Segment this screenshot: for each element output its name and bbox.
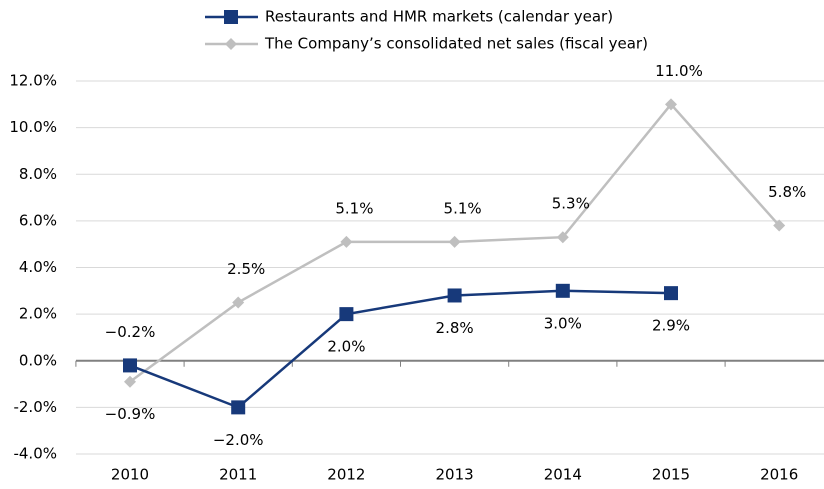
data-label: 2.5% — [227, 260, 265, 278]
x-tick-label: 2013 — [436, 466, 474, 484]
point — [664, 286, 678, 301]
data-label: 2.8% — [436, 319, 474, 337]
point — [665, 98, 677, 111]
point — [340, 235, 353, 248]
y-tick-label: 4.0% — [19, 258, 57, 276]
x-tick-label: 2010 — [111, 466, 149, 484]
y-tick-label: 8.0% — [19, 165, 57, 183]
data-label: −0.9% — [105, 405, 156, 423]
point — [123, 358, 137, 373]
legend-label: The Company’s consolidated net sales (fi… — [264, 35, 648, 53]
point — [339, 307, 354, 322]
point — [555, 283, 570, 298]
point — [232, 296, 245, 309]
y-tick-label: 0.0% — [19, 351, 57, 369]
x-tick-label: 2015 — [652, 466, 690, 484]
y-tick-label: 10.0% — [9, 118, 57, 136]
x-tick-label: 2011 — [219, 466, 257, 484]
x-tick-label: 2012 — [327, 466, 365, 484]
data-label: −0.2% — [105, 323, 156, 341]
point — [447, 288, 462, 303]
data-label: 5.3% — [552, 195, 590, 213]
y-tick-label: -4.0% — [13, 445, 57, 463]
series-line — [129, 289, 672, 409]
legend-label: Restaurants and HMR markets (calendar ye… — [265, 8, 613, 26]
data-label: 3.0% — [544, 314, 582, 332]
y-tick-label: 2.0% — [19, 305, 57, 323]
data-label: 2.0% — [327, 338, 365, 356]
x-tick-label: 2014 — [544, 466, 582, 484]
x-tick-label: 2016 — [760, 466, 798, 484]
y-tick-label: -2.0% — [13, 398, 57, 416]
legend-marker — [225, 38, 237, 50]
point — [773, 219, 786, 232]
legend-marker — [224, 10, 238, 24]
point — [124, 375, 136, 388]
data-label: 5.8% — [768, 183, 806, 201]
data-label: 2.9% — [652, 317, 690, 335]
data-label: −2.0% — [213, 431, 264, 449]
y-tick-label: 6.0% — [19, 211, 57, 229]
data-label: 5.1% — [335, 199, 373, 217]
data-label: 5.1% — [444, 199, 482, 217]
point — [448, 235, 461, 248]
data-label: 11.0% — [655, 62, 703, 80]
y-tick-label: 12.0% — [9, 72, 57, 90]
point — [556, 231, 569, 244]
point — [231, 400, 246, 415]
